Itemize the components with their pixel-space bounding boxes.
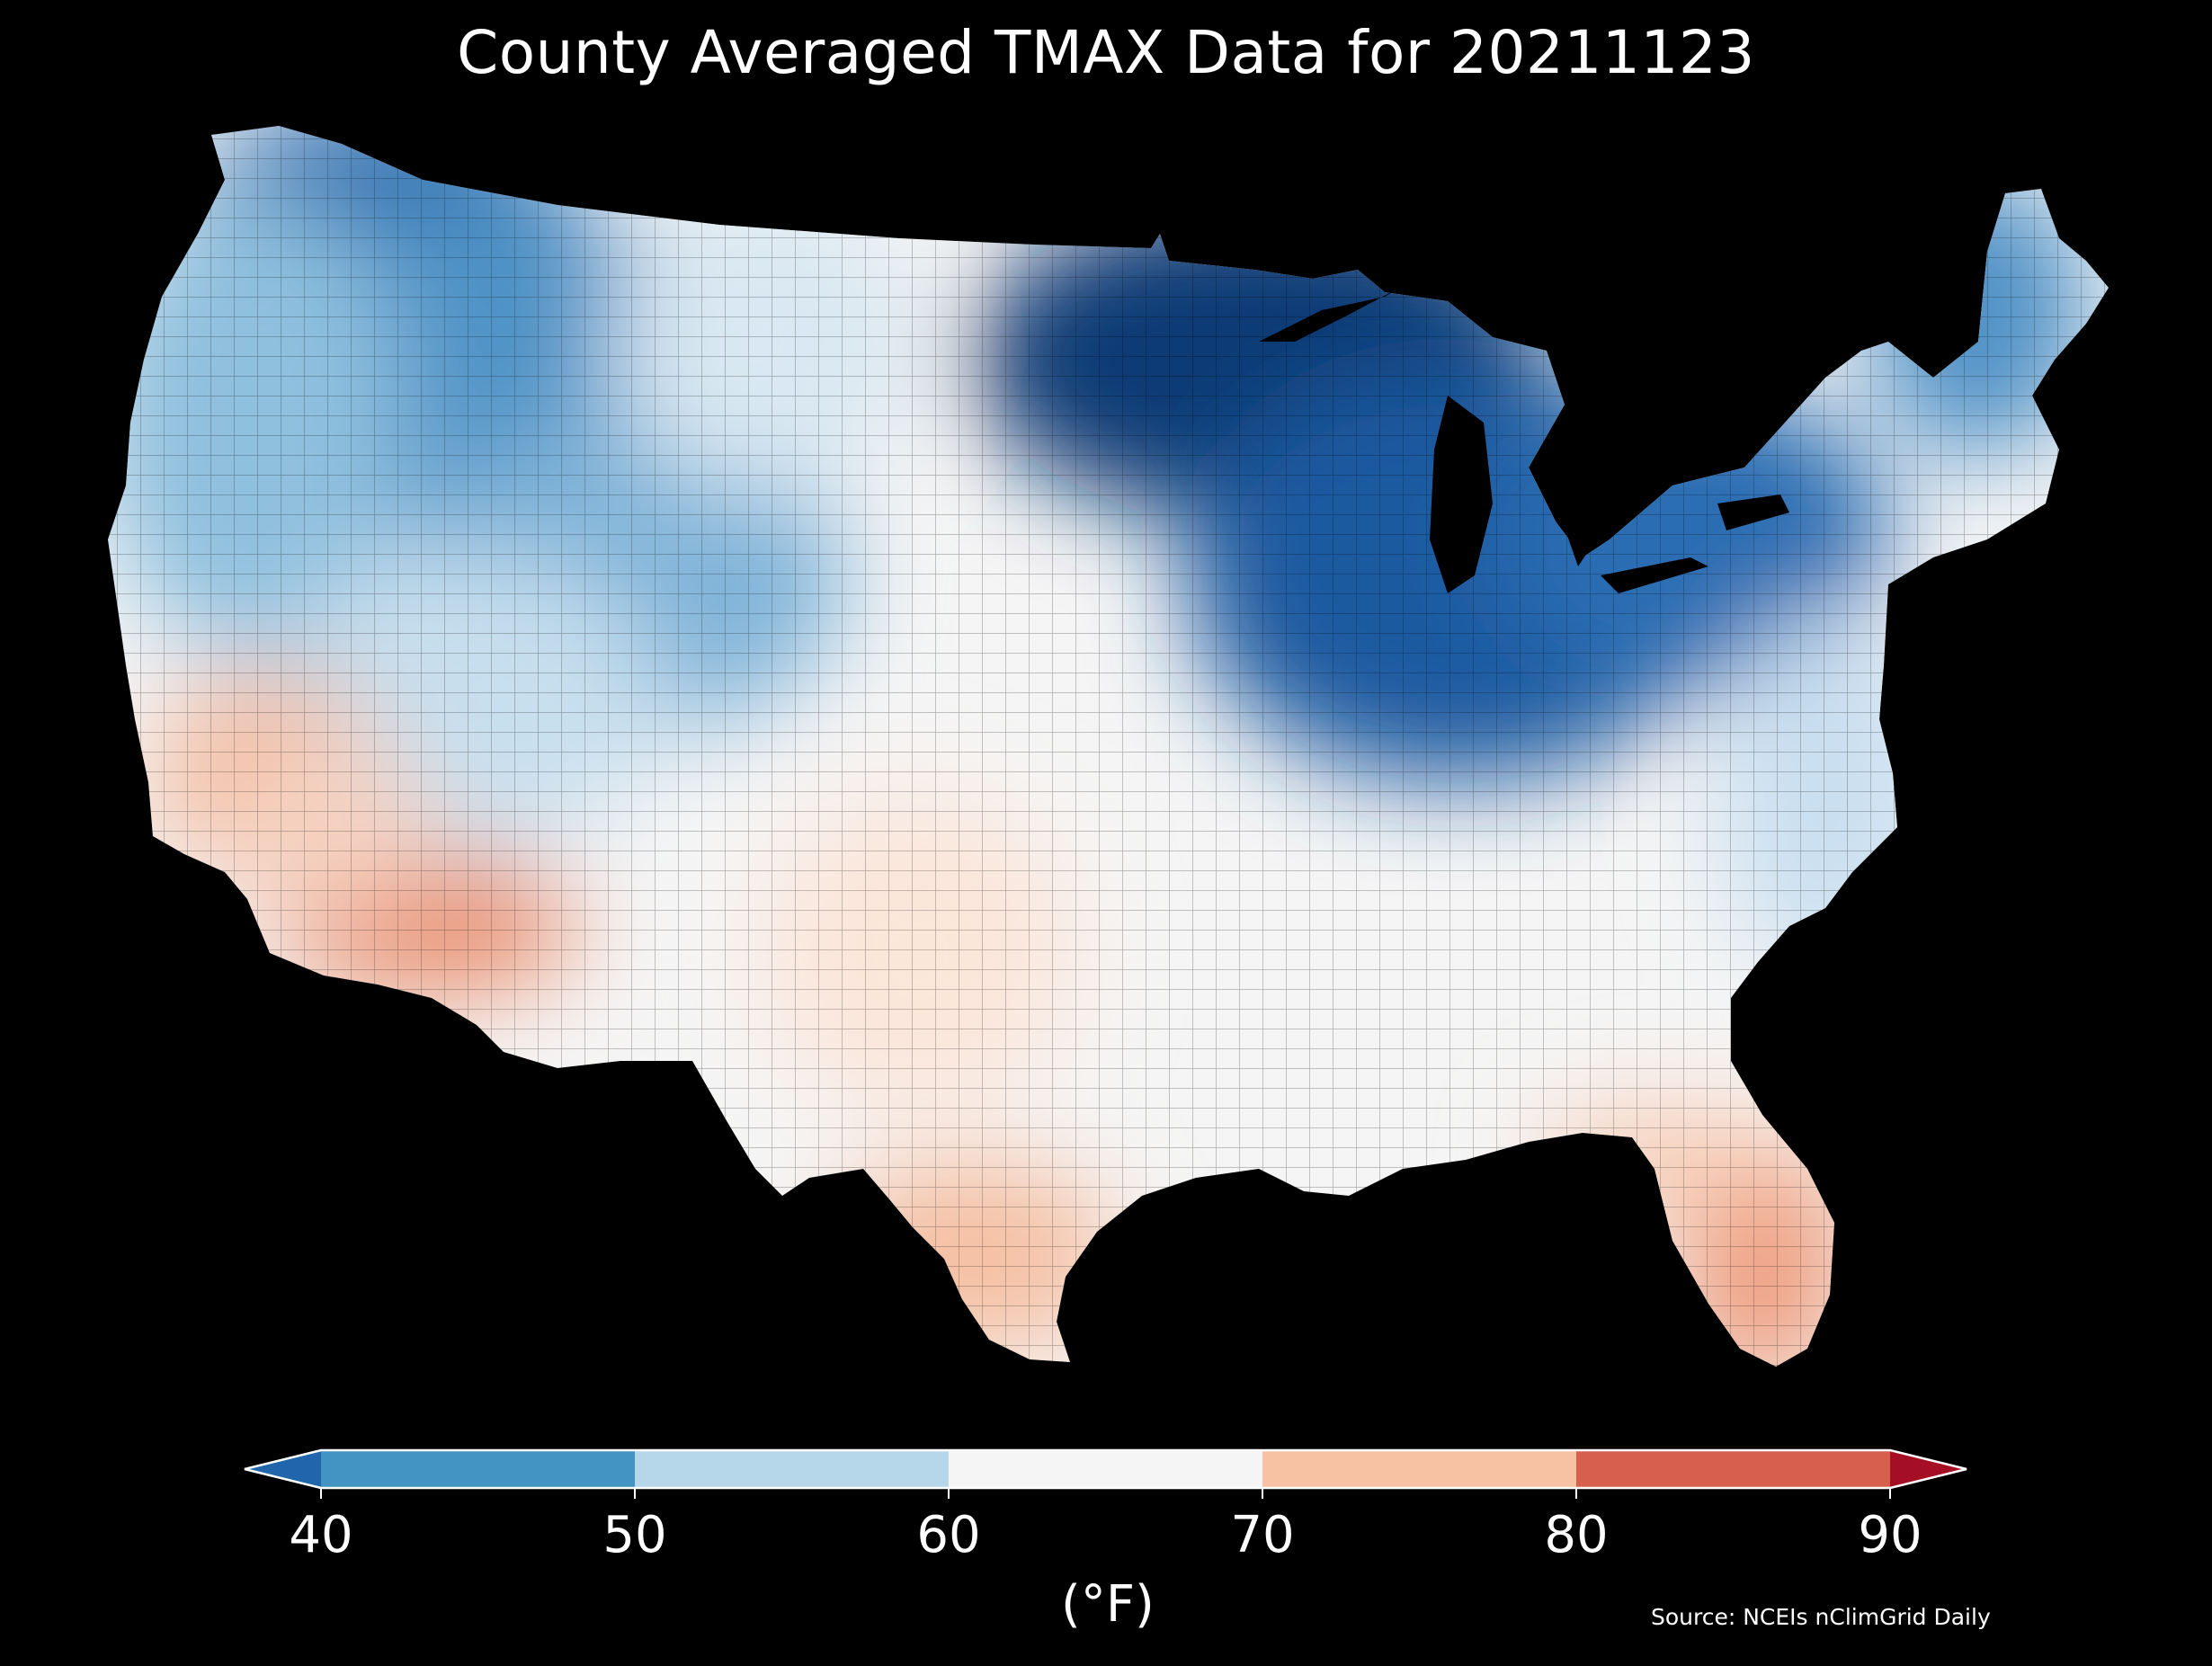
colorbar-tick-label: 80 [1544,1506,1609,1564]
colorbar-bin [321,1450,635,1488]
colorbar-extend-high [1890,1450,1967,1488]
colorbar-bin [949,1450,1262,1488]
map-title: County Averaged TMAX Data for 20211123 [457,18,1755,87]
colorbar-unit-label: (°F) [1061,1575,1155,1634]
colorbar-tick-label: 60 [916,1506,981,1564]
colorbar-bin [1576,1450,1890,1488]
colorbar-tick-label: 90 [1858,1506,1922,1564]
source-credit: Source: NCEIs nClimGrid Daily [1651,1604,1991,1630]
great-lakes [1259,286,1789,593]
colorbar-tick-label: 70 [1230,1506,1295,1564]
colorbar-extend-low [245,1450,321,1488]
colorbar-tick-label: 40 [289,1506,353,1564]
colorbar-bin [635,1450,949,1488]
colorbar-tick-label: 50 [602,1506,667,1564]
colorbar-bin [1262,1450,1576,1488]
